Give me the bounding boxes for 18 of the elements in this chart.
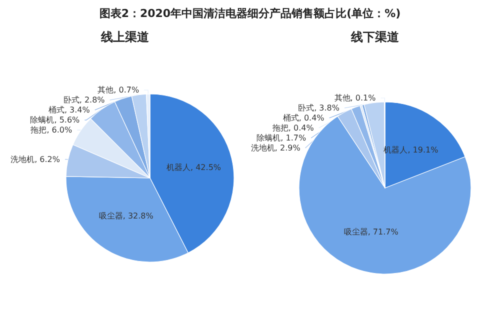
slice-label: 吸尘器, 32.8% [98, 212, 154, 221]
slice-label: 拖把, 0.4% [271, 124, 314, 132]
slice-label: 卧式, 3.8% [298, 104, 340, 112]
slice-label: 洗地机, 6.2% [10, 154, 60, 164]
chart-subtitle: 线下渠道 [350, 30, 400, 44]
slice-label: 除螨机, 1.7% [256, 134, 306, 142]
slice-label: 其他, 0.1% [334, 94, 376, 102]
slice-label: 吸尘器, 71.7% [344, 227, 399, 236]
slice-label: 桶式, 3.4% [48, 106, 90, 115]
slice-label: 机器人, 42.5% [166, 162, 222, 172]
slice-label: 卧式, 2.8% [63, 96, 106, 105]
slice-label: 拖把, 6.0% [30, 126, 73, 135]
slice-label: 其他, 0.7% [98, 86, 140, 95]
slice-label: 洗地机, 2.9% [250, 144, 301, 152]
chart-title: 图表2：2020年中国清洁电器细分产品销售额占比(单位：%) [98, 6, 402, 21]
slice-label: 除螨机, 5.6% [30, 116, 80, 125]
chart-subtitle: 线上渠道 [100, 30, 150, 44]
slice-label: 桶式, 0.4% [282, 114, 325, 122]
